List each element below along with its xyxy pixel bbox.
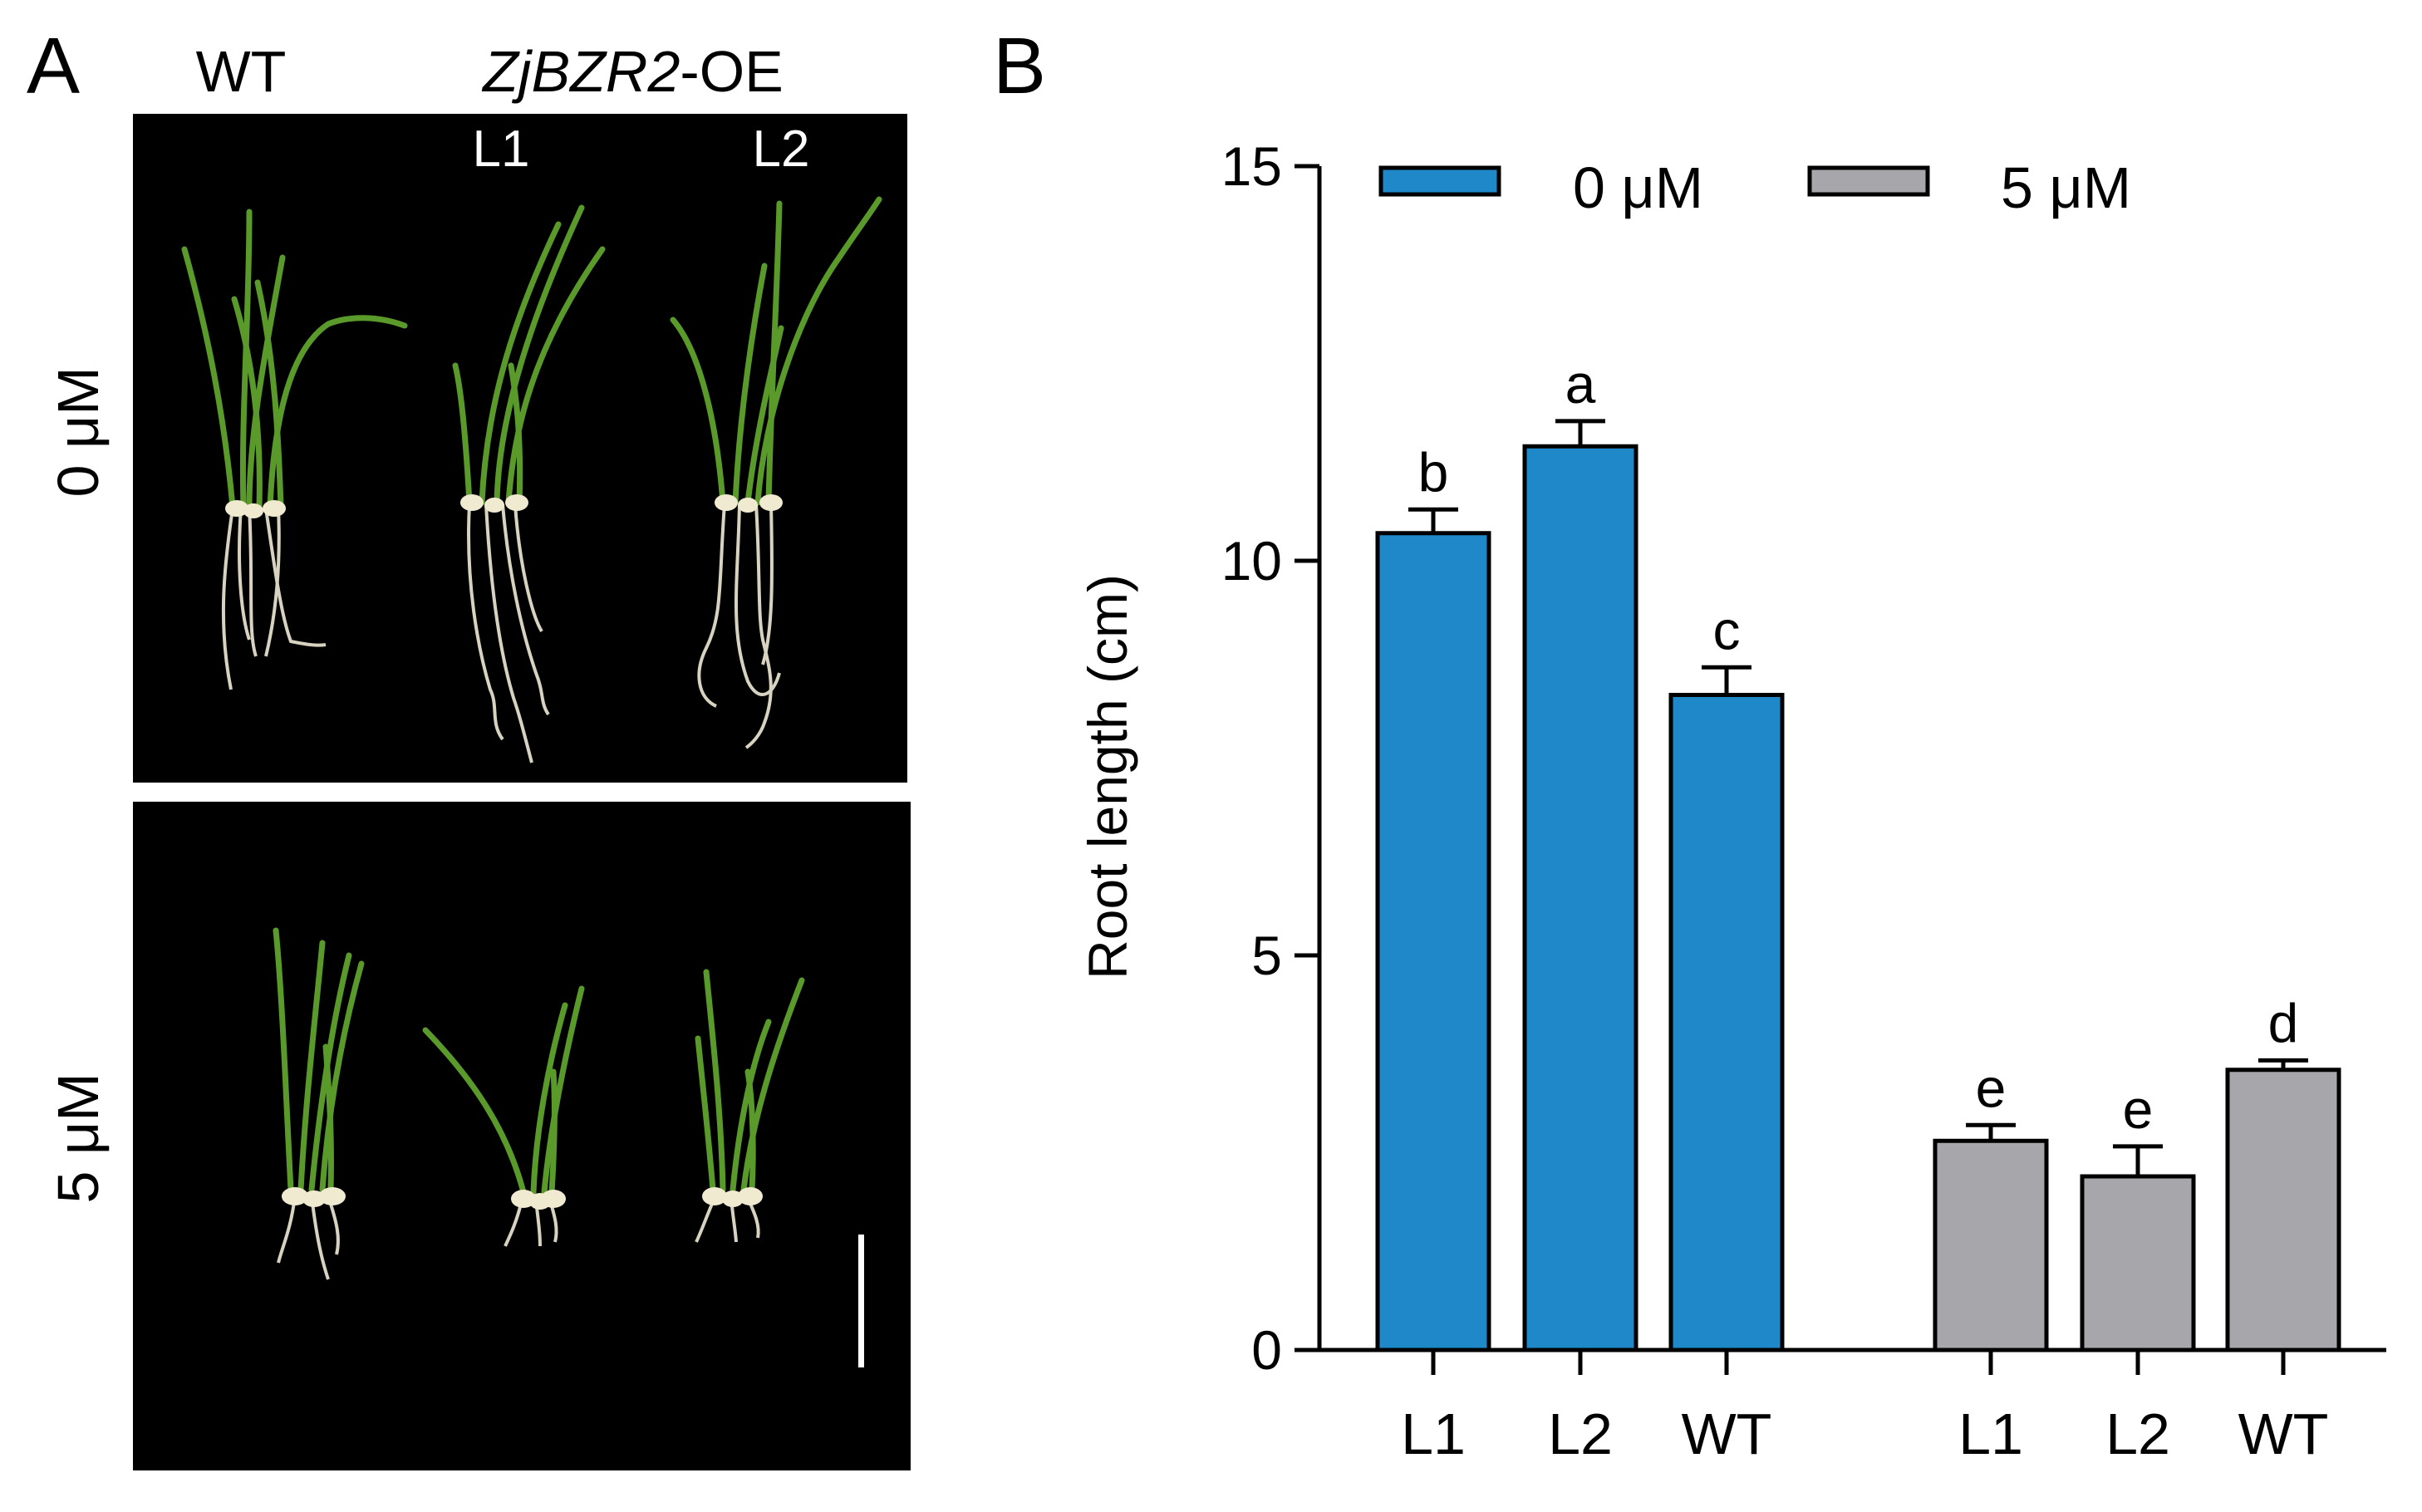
legend-label: 5 μM (2001, 155, 2131, 220)
seedling-wt-5um-seeds (282, 1187, 346, 1207)
bar (1375, 531, 1491, 1352)
row-label-5um: 5 μM (46, 1073, 111, 1203)
significance-letter: a (1565, 353, 1596, 415)
column-label-oe: ZjBZR2-OE (481, 39, 784, 104)
seedling-wt-5um-leaves (273, 927, 365, 1193)
seedling-l1-5um-leaves (422, 985, 585, 1195)
photo-5um-background (133, 802, 911, 1470)
photo-0um: L1 L2 (133, 114, 907, 783)
photo-label-l1: L1 (473, 120, 530, 178)
bar (1668, 693, 1785, 1352)
seedling-wt-0um-seeds (225, 500, 286, 518)
y-axis-label: Root length (cm) (1077, 574, 1138, 979)
photo-label-l2: L2 (753, 120, 810, 178)
seedling-l2-0um-roots (697, 503, 781, 749)
x-tick-label: L2 (1548, 1402, 1613, 1466)
y-tick-label: 15 (1221, 135, 1282, 197)
panel-a-label: A (27, 22, 80, 110)
bars: b a c e e d (1375, 353, 2341, 1352)
x-axis: L1 L2 WT L1 L2 WT (1319, 1348, 2386, 1466)
significance-letter: c (1713, 599, 1741, 660)
column-label-wt: WT (196, 39, 287, 104)
legend-swatch (1807, 165, 1930, 197)
y-tick-label: 10 (1221, 530, 1282, 592)
legend-swatch (1378, 165, 1501, 197)
legend-label: 0 μM (1573, 155, 1703, 220)
seedling-l2-5um-leaves (695, 969, 805, 1193)
seedling-l2-0um (670, 196, 882, 749)
significance-letter: b (1418, 441, 1449, 503)
seedling-l2-0um-leaves (670, 196, 882, 506)
seedling-l1-0um (452, 204, 606, 763)
significance-letter: e (1976, 1057, 2007, 1118)
x-tick-label: L1 (1401, 1402, 1466, 1466)
seedling-l1-5um-seeds (511, 1190, 566, 1210)
seedling-l2-0um-seeds (715, 494, 783, 513)
bar (2080, 1174, 2196, 1352)
seedling-wt-0um (181, 209, 408, 690)
x-tick-label: L2 (2105, 1402, 2170, 1466)
x-tick-label: WT (2238, 1402, 2329, 1466)
photo-5um (133, 802, 911, 1470)
bar (2225, 1068, 2341, 1352)
bar-chart: Root length (cm) 0 5 10 15 L1 L2 WT L1 L2 WT b a c… (1077, 135, 2386, 1466)
column-label-oe-suffix: -OE (680, 39, 783, 104)
seedling-l2-5um-seeds (702, 1187, 763, 1207)
seedling-wt-5um (273, 927, 365, 1280)
bar (1522, 444, 1638, 1352)
bar (1933, 1138, 2049, 1352)
row-label-0um: 0 μM (46, 366, 111, 497)
y-axis: 0 5 10 15 (1221, 135, 1322, 1381)
y-tick-label: 5 (1251, 925, 1282, 986)
y-tick-label: 0 (1251, 1319, 1282, 1381)
legend: 0 μM 5 μM (1378, 155, 2131, 220)
seedling-l2-5um (695, 969, 805, 1243)
x-tick-label: L1 (1958, 1402, 2023, 1466)
seedling-l1-5um (422, 985, 585, 1247)
x-tick-label: WT (1682, 1402, 1772, 1466)
significance-letter: e (2123, 1078, 2154, 1140)
seedling-l1-0um-seeds (460, 494, 528, 513)
seedling-l1-0um-leaves (452, 204, 606, 506)
scale-bar (858, 1235, 864, 1367)
column-label-oe-gene: ZjBZR2 (481, 39, 680, 104)
seedling-wt-0um-roots (221, 508, 327, 690)
seedling-wt-0um-leaves (181, 209, 408, 510)
significance-letter: d (2268, 992, 2299, 1053)
panel-b-label: B (993, 22, 1046, 110)
seedling-l1-0um-roots (467, 503, 550, 763)
